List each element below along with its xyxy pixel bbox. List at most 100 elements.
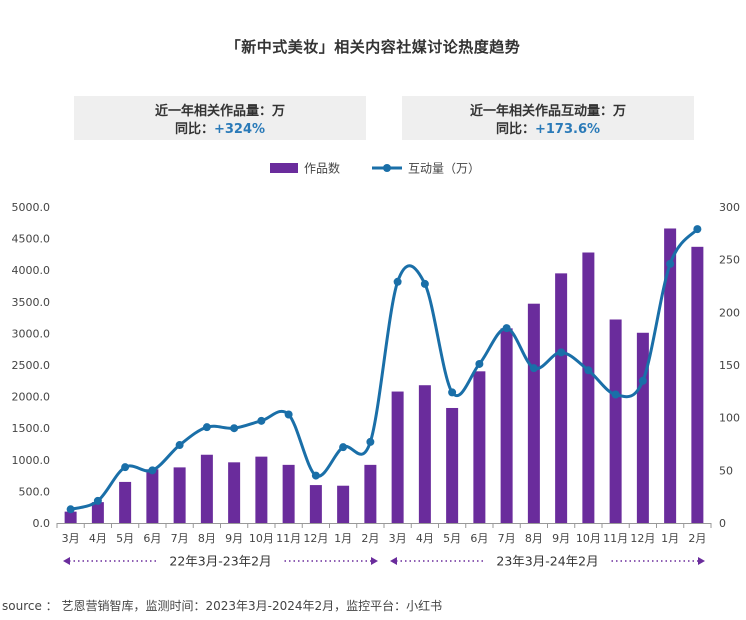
- chart-title: 「新中式美妆」相关内容社媒讨论热度趋势: [225, 38, 521, 56]
- y-left-tick-label: 1500.0: [12, 422, 51, 435]
- bar: [200, 454, 213, 523]
- period-arrow-left-head: [63, 557, 70, 565]
- bar: [282, 464, 295, 523]
- y-left-tick-label: 3500.0: [12, 296, 51, 309]
- legend-line-label: 互动量（万）: [408, 162, 480, 176]
- works-growth-label: 同比：: [174, 122, 214, 137]
- bar: [228, 462, 241, 523]
- interactions-summary-label: 近一年相关作品互动量：万: [469, 104, 626, 119]
- bar: [391, 391, 404, 523]
- y-right-tick-label: 300: [719, 201, 740, 214]
- period-label: 22年3月-23年2月: [169, 554, 271, 569]
- bar: [173, 467, 186, 523]
- bar: [446, 407, 459, 523]
- y-right-tick-label: 250: [719, 254, 740, 267]
- bar: [91, 502, 104, 523]
- bar: [582, 252, 595, 523]
- line-point: [366, 437, 375, 446]
- interactions-growth-value: +173.6%: [534, 122, 601, 137]
- x-tick-label: 1月: [334, 532, 352, 545]
- line-point: [502, 324, 511, 333]
- line-point: [529, 364, 538, 373]
- line-point: [93, 496, 102, 505]
- bar: [555, 273, 568, 523]
- bar: [309, 485, 322, 523]
- line-point: [148, 466, 157, 475]
- y-right-tick-label: 50: [719, 464, 733, 477]
- line-point: [666, 259, 675, 268]
- line-point: [284, 410, 293, 419]
- x-tick-label: 12月: [630, 532, 655, 545]
- y-left-tick-label: 0.0: [33, 517, 51, 530]
- legend-bar-label: 作品数: [304, 161, 340, 176]
- x-tick-label: 5月: [116, 532, 134, 545]
- line-point: [393, 277, 402, 286]
- line-point: [448, 388, 457, 397]
- x-tick-label: 8月: [525, 532, 543, 545]
- x-tick-label: 5月: [443, 532, 461, 545]
- x-tick-label: 11月: [603, 532, 628, 545]
- y-left-tick-label: 500.0: [19, 485, 51, 498]
- y-left-tick-label: 5000.0: [12, 201, 51, 214]
- works-growth-value: +324%: [213, 122, 266, 137]
- x-tick-label: 9月: [552, 532, 570, 545]
- line-point: [638, 376, 647, 385]
- period-label: 23年3月-24年2月: [496, 554, 598, 569]
- line-point: [121, 463, 130, 472]
- y-left-tick-label: 2000.0: [12, 391, 51, 404]
- x-tick-label: 2月: [361, 532, 379, 545]
- combo-chart: 作品数 互动量（万） 0.0 500.0 1000.0 1500.0 2000.0 2500.…: [12, 161, 741, 569]
- line-point: [557, 348, 566, 357]
- x-tick-label: 12月: [303, 532, 328, 545]
- interactions-growth-label: 同比：: [495, 122, 535, 137]
- y-right-tick-label: 200: [719, 306, 740, 319]
- y-right-tick-label: 100: [719, 412, 740, 425]
- x-tick-label: 4月: [416, 532, 434, 545]
- line-point: [611, 390, 620, 399]
- bar: [609, 319, 622, 523]
- line-point: [66, 505, 75, 514]
- series-line-interactions: [70, 228, 699, 511]
- bar: [119, 481, 132, 523]
- x-tick-label: 6月: [143, 532, 161, 545]
- line-point: [420, 279, 429, 288]
- works-growth: 同比：+324%: [74, 118, 366, 137]
- y-left-tick-label: 1000.0: [12, 454, 51, 467]
- bar: [337, 485, 350, 523]
- line-point: [311, 471, 320, 480]
- y-left-tick-label: 3000.0: [12, 327, 51, 340]
- source-note: source ： 艺恩营销智库，监测时间：2023年3月-2024年2月，监控平…: [2, 599, 443, 613]
- x-tick-label: 10月: [576, 532, 601, 545]
- x-tick-label: 2月: [688, 532, 706, 545]
- bar: [64, 511, 77, 523]
- line-point: [175, 441, 184, 450]
- bar: [364, 464, 377, 523]
- interactions-summary-box: 近一年相关作品互动量：万 同比：+173.6%: [402, 96, 694, 140]
- x-tick-label: 11月: [276, 532, 301, 545]
- y-right-tick-label: 150: [719, 359, 740, 372]
- bar: [255, 456, 268, 523]
- line-point: [475, 359, 484, 368]
- bar: [664, 228, 677, 523]
- period-arrow-right-head: [371, 557, 378, 565]
- bar: [473, 371, 486, 523]
- line-point: [339, 443, 348, 452]
- x-tick-label: 3月: [389, 532, 407, 545]
- legend-bar-swatch: [270, 163, 298, 173]
- interactions-growth: 同比：+173.6%: [402, 118, 694, 137]
- bar: [146, 469, 159, 523]
- x-tick-label: 7月: [498, 532, 516, 545]
- line-point: [693, 225, 702, 234]
- bar: [527, 303, 540, 523]
- works-summary-label: 近一年相关作品量：万: [154, 104, 285, 119]
- y-left-tick-label: 4000.0: [12, 264, 51, 277]
- x-tick-label: 3月: [62, 532, 80, 545]
- y-right-tick-label: 0: [719, 517, 726, 530]
- bar: [418, 385, 431, 523]
- line-point: [230, 424, 239, 433]
- x-tick-label: 4月: [89, 532, 107, 545]
- x-tick-label: 10月: [249, 532, 274, 545]
- x-tick-label: 1月: [661, 532, 679, 545]
- legend-line-marker: [383, 164, 391, 172]
- line-point: [584, 366, 593, 375]
